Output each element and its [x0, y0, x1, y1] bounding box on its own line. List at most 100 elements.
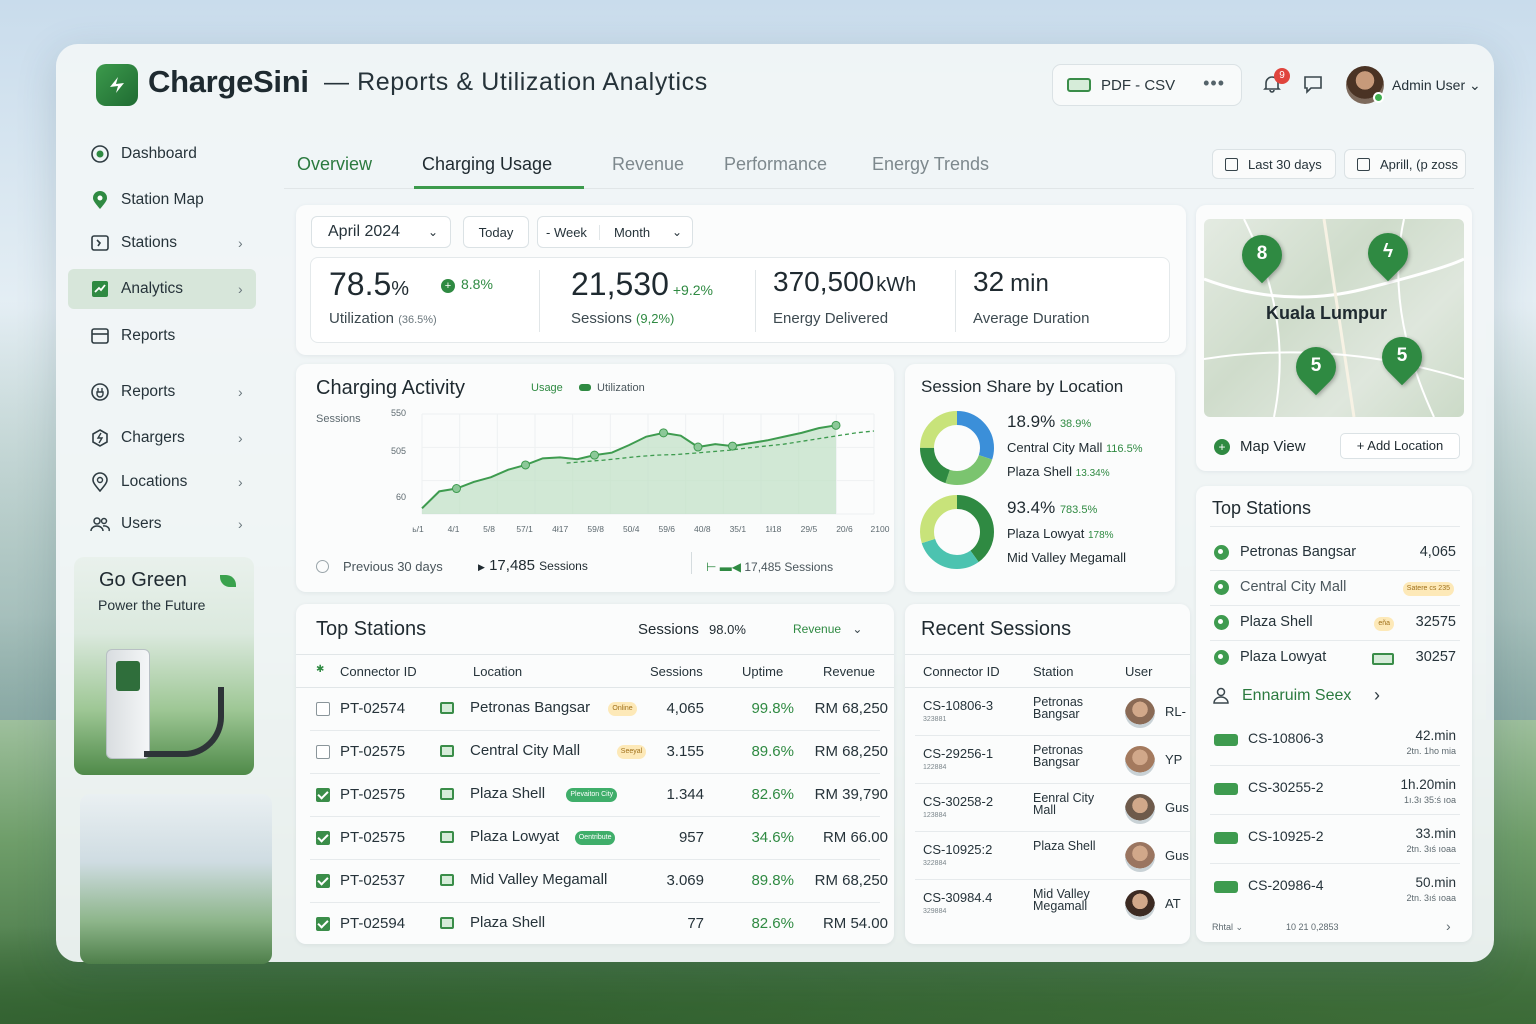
station-map[interactable]: 8 ϟ 5 5 Kuala Lumpur [1204, 219, 1464, 417]
col-header-uptime[interactable]: Uptime [742, 664, 784, 679]
side-station-row[interactable]: Central City Mall Satere cs 235 [1196, 571, 1472, 606]
view-all-link[interactable]: Ennaruim Seex [1242, 687, 1352, 704]
row-checkbox[interactable] [316, 788, 330, 802]
week-button[interactable]: - Week [546, 224, 600, 240]
status-tag: Plevaiton City [566, 788, 618, 802]
tab-charging-usage[interactable]: Charging Usage [422, 154, 553, 174]
station-location[interactable]: Plaza Shell [470, 785, 546, 802]
row-checkbox[interactable] [316, 745, 330, 759]
side-station-row[interactable]: Petronas Bangsar 4,065 [1196, 536, 1472, 571]
table-row[interactable]: PT-02575 Central City Mall Seeyal 3.155 89.6… [296, 731, 894, 774]
sidebar-item-chargers[interactable]: Chargers › [68, 418, 256, 458]
footer-select[interactable]: Rhtal ⌄ [1212, 922, 1244, 932]
add-location-button[interactable]: + Add Location [1340, 433, 1460, 459]
sidebar-item-label: Chargers [121, 429, 185, 446]
col-header-revenue[interactable]: Revenue [823, 664, 876, 679]
station-icon [440, 788, 454, 800]
sidebar-item-locations[interactable]: Locations › [68, 462, 256, 502]
session-row[interactable]: CS-10806-3 323881 Petronas Bangsar RL- [905, 688, 1190, 736]
station-location[interactable]: Plaza Lowyat [470, 828, 560, 845]
divider [1210, 570, 1460, 571]
sidebar-item-reports[interactable]: Reports [68, 316, 256, 356]
table-row[interactable]: PT-02575 Plaza Shell Plevaiton City 1.344 82… [296, 774, 894, 817]
station-location[interactable]: Mid Valley Megamall [470, 871, 608, 888]
sidebar-item-analytics[interactable]: Analytics › [68, 269, 256, 309]
today-button[interactable]: Today [463, 216, 529, 248]
station-icon [91, 235, 109, 251]
sidebar-item-dashboard[interactable]: Dashboard [68, 134, 256, 174]
station-location[interactable]: Central City Mall [470, 742, 581, 759]
add-circle-icon: + [1214, 439, 1230, 455]
table-row[interactable]: PT-02575 Plaza Lowyat Oentribute 957 34.6% RM… [296, 817, 894, 860]
station-location[interactable]: Plaza Shell [470, 914, 546, 931]
x-tick-label: 50/4 [623, 524, 640, 534]
row-checkbox[interactable] [316, 831, 330, 845]
x-tick-label: 20/6 [836, 524, 853, 534]
station-location[interactable]: Petronas Bangsar [470, 699, 591, 716]
session-row[interactable]: CS-29256-1 122884 Petronas Bangsar YP [905, 736, 1190, 784]
row-checkbox[interactable] [316, 874, 330, 888]
charge-session-icon [1214, 734, 1238, 746]
col-header-station[interactable]: Station [1033, 664, 1074, 679]
export-button[interactable]: PDF - CSV ••• [1052, 64, 1242, 106]
user-avatar[interactable] [1125, 746, 1155, 776]
sidebar-item-station-map[interactable]: Station Map [68, 180, 256, 220]
side-session-row[interactable]: CS-10806-3 42.min 2tn. 1ho mia [1196, 718, 1472, 766]
user-avatar[interactable] [1125, 842, 1155, 872]
row-checkbox[interactable] [316, 917, 330, 931]
table-row[interactable]: PT-02594 Plaza Shell 77 82.6% RM 54.00 [296, 903, 894, 946]
chevron-right-icon[interactable]: › [1374, 685, 1380, 705]
user-avatar[interactable] [1125, 890, 1155, 920]
tab-performance[interactable]: Performance [724, 154, 828, 174]
tab-overview[interactable]: Overview [297, 154, 373, 174]
map-city-label: Kuala Lumpur [1266, 303, 1388, 323]
station-name: Plaza Lowyat [1240, 649, 1327, 665]
revenue-select[interactable]: Revenue ⌄ [793, 622, 863, 636]
user-avatar[interactable] [1125, 698, 1155, 728]
map-view-link[interactable]: Map View [1240, 438, 1306, 455]
side-session-row[interactable]: CS-10925-2 33.min 2tn. 3ıś ıoaa [1196, 816, 1472, 864]
station-value: 32575 [1415, 614, 1456, 630]
session-share-donut-1[interactable] [919, 410, 995, 486]
col-header-user[interactable]: User [1125, 664, 1153, 679]
more-options-button[interactable]: ••• [1203, 73, 1225, 93]
side-station-row[interactable]: Plaza Lowyat 30257 [1196, 641, 1472, 675]
sidebar-item-stations[interactable]: Stations › [68, 223, 256, 263]
col-header-location[interactable]: Location [473, 664, 523, 679]
side-session-row[interactable]: CS-20986-4 50.min 2tn. 3ıś ıoaa [1196, 865, 1472, 913]
month-select[interactable]: April 2024 ⌄ [311, 216, 451, 248]
side-station-row[interactable]: Plaza Shell eňa 32575 [1196, 606, 1472, 641]
x-tick-label: 57/1 [516, 524, 533, 534]
brand-logo-icon[interactable] [96, 64, 138, 106]
charging-activity-chart[interactable]: 550 505 60 ь/1 4/1 5/8 57/1 4ł17 59/8 50/4 59/6 40/… [296, 404, 894, 539]
settings-icon[interactable]: ✱ [316, 664, 325, 675]
next-page-button[interactable]: › [1446, 918, 1451, 934]
col-header-sessions[interactable]: Sessions [650, 664, 703, 679]
user-avatar[interactable] [1125, 794, 1155, 824]
date-picker[interactable]: Aprill, (p zoss [1344, 149, 1466, 179]
x-tick-label: 5/8 [483, 524, 495, 534]
session-row[interactable]: CS-30984.4 329884 Mid Valley Megamall AT [905, 880, 1190, 928]
tab-energy-trends[interactable]: Energy Trends [872, 154, 990, 174]
sidebar-item-users[interactable]: Users › [68, 504, 256, 544]
session-row[interactable]: CS-10925:2 322884 Plaza Shell Gus [905, 832, 1190, 880]
date-range-filter[interactable]: Last 30 days [1212, 149, 1336, 179]
go-green-promo-card[interactable]: Go Green Power the Future [74, 557, 254, 775]
session-share-donut-2[interactable] [919, 494, 995, 570]
session-row[interactable]: CS-30258-2 123884 Eenral City Mall Gus [905, 784, 1190, 832]
user-menu[interactable]: Admin User ⌄ [1392, 77, 1481, 93]
tab-revenue[interactable]: Revenue [612, 154, 685, 174]
table-row[interactable]: PT-02574 Petronas Bangsar Online 4,065 99.8%… [296, 688, 894, 731]
previous-period-radio[interactable] [316, 560, 329, 573]
col-header-connector[interactable]: Connector ID [923, 664, 1000, 679]
sidebar-item-label: Reports [121, 383, 176, 400]
side-session-row[interactable]: CS-30255-2 1h.20min 1ı.3ı 35:ś ıoa [1196, 767, 1472, 815]
brand-name[interactable]: ChargeSini [148, 64, 309, 99]
chat-icon[interactable] [1302, 74, 1324, 94]
row-checkbox[interactable] [316, 702, 330, 716]
col-header-connector[interactable]: Connector ID [340, 664, 417, 679]
sidebar-item-reports-2[interactable]: Reports › [68, 372, 256, 412]
table-row[interactable]: PT-02537 Mid Valley Megamall 3.069 89.8% RM … [296, 860, 894, 903]
month-button[interactable]: Month [613, 224, 651, 240]
location-icon [92, 472, 108, 492]
